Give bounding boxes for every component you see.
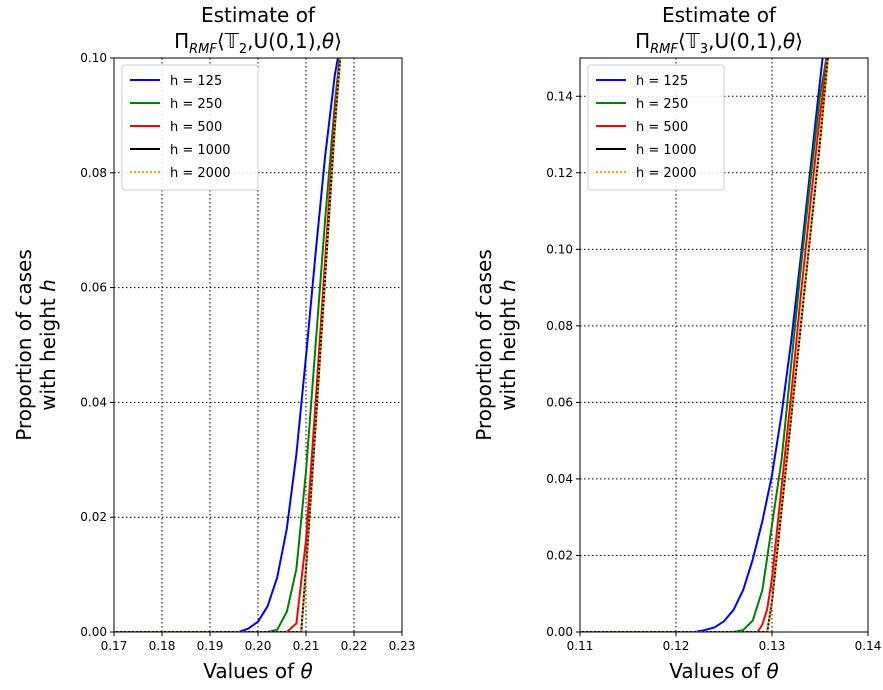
x-ticks: 0.11 0.12 0.13 0.14 — [567, 632, 882, 653]
legend-box — [121, 64, 259, 191]
x-tick-label: 0.20 — [245, 639, 272, 653]
series-line-5 — [580, 58, 829, 632]
x-axis-label: Values of θ — [669, 659, 779, 683]
x-tick-label: 0.14 — [855, 639, 882, 653]
legend: h = 125 h = 250 h = 500 h = 1000 h = 2000 — [587, 64, 725, 191]
title-distribution: ,U(0,1), — [708, 29, 783, 53]
legend-label-3: h = 500 — [636, 120, 688, 135]
x-axis-label-var: θ — [301, 659, 313, 683]
series-line-1 — [580, 58, 824, 632]
legend-label-2: h = 250 — [636, 97, 688, 112]
y-tick-label: 0.08 — [546, 319, 573, 333]
series-line-2 — [114, 58, 341, 632]
title-theta: θ — [322, 29, 334, 53]
series-line-5 — [114, 58, 342, 632]
y-tick-label: 0.12 — [546, 166, 573, 180]
y-tick-label: 0.14 — [546, 89, 573, 103]
legend-label-4: h = 1000 — [170, 143, 230, 158]
legend-label-5: h = 2000 — [170, 166, 230, 181]
y-tick-label: 0.00 — [546, 625, 573, 639]
y-axis-label-var: h — [36, 279, 60, 292]
chart-title-line1: Estimate of — [662, 3, 777, 27]
y-tick-label: 0.10 — [80, 51, 107, 65]
chart-title-line2: ΠRMF⟨𝕋3,U(0,1),θ⟩ — [635, 29, 803, 57]
y-tick-label: 0.02 — [546, 548, 573, 562]
title-tree-symbol: 𝕋 — [685, 29, 701, 53]
y-tick-label: 0.10 — [546, 242, 573, 256]
y-ticks: 0.00 0.02 0.04 0.06 0.08 0.10 — [80, 51, 114, 639]
x-tick-label: 0.18 — [149, 639, 176, 653]
series-line-1 — [114, 58, 339, 632]
x-ticks: 0.17 0.18 0.19 0.20 0.21 0.22 0.23 — [101, 632, 416, 653]
y-ticks: 0.00 0.02 0.04 0.06 0.08 0.10 0.12 0.14 — [546, 89, 580, 639]
y-tick-label: 0.04 — [546, 472, 573, 486]
legend-label-4: h = 1000 — [636, 143, 696, 158]
y-axis-label-text: with height — [36, 292, 60, 411]
plot-frame — [579, 57, 869, 633]
series-lines — [580, 58, 829, 632]
title-bracket-close: ⟩ — [795, 29, 803, 53]
x-axis-label-text: Values of — [203, 659, 300, 683]
title-tree-index: 2 — [239, 42, 247, 57]
y-axis-label-line2: with height h — [496, 279, 520, 411]
y-tick-label: 0.02 — [80, 510, 107, 524]
x-tick-label: 0.22 — [341, 639, 368, 653]
title-theta: θ — [783, 29, 795, 53]
y-tick-label: 0.08 — [80, 166, 107, 180]
x-tick-label: 0.19 — [197, 639, 224, 653]
x-axis-label: Values of θ — [203, 659, 313, 683]
x-axis-label-text: Values of — [669, 659, 766, 683]
legend-label-3: h = 500 — [170, 120, 222, 135]
legend-label-5: h = 2000 — [636, 166, 696, 181]
series-lines — [114, 58, 342, 632]
y-axis-label-line1: Proportion of cases — [12, 249, 36, 441]
title-tree-symbol: 𝕋 — [224, 29, 240, 53]
y-tick-label: 0.00 — [80, 625, 107, 639]
chart-title-line2: ΠRMF⟨𝕋2,U(0,1),θ⟩ — [174, 29, 342, 57]
title-subscript: RMF — [650, 42, 678, 57]
x-tick-label: 0.23 — [389, 639, 416, 653]
chart-title-line1: Estimate of — [201, 3, 316, 27]
series-line-3 — [580, 58, 829, 632]
title-bracket-open: ⟨ — [217, 29, 225, 53]
y-axis-label-line1: Proportion of cases — [472, 249, 496, 441]
y-axis-label-line2: with height h — [36, 279, 60, 411]
x-tick-label: 0.13 — [759, 639, 786, 653]
legend-box — [587, 64, 725, 191]
title-tree-index: 3 — [700, 42, 708, 57]
title-bracket-close: ⟩ — [334, 29, 342, 53]
title-distribution: ,U(0,1), — [247, 29, 322, 53]
y-axis-label-var: h — [496, 279, 520, 292]
y-axis-label-text: with height — [496, 292, 520, 411]
title-bracket-open: ⟨ — [678, 29, 686, 53]
legend: h = 125 h = 250 h = 500 h = 1000 h = 2000 — [121, 64, 259, 191]
x-tick-label: 0.21 — [293, 639, 320, 653]
chart-2: 0.11 0.12 0.13 0.14 0.00 0.02 0.04 0.06 0.08 0.10… — [472, 3, 881, 683]
title-pi: Π — [174, 29, 189, 53]
legend-label-1: h = 125 — [636, 74, 688, 89]
y-tick-label: 0.06 — [80, 281, 107, 295]
x-tick-label: 0.11 — [567, 639, 594, 653]
x-tick-label: 0.17 — [101, 639, 128, 653]
title-subscript: RMF — [189, 42, 217, 57]
title-pi: Π — [635, 29, 650, 53]
y-tick-label: 0.04 — [80, 395, 107, 409]
legend-label-2: h = 250 — [170, 97, 222, 112]
series-line-2 — [580, 58, 828, 632]
y-tick-label: 0.06 — [546, 395, 573, 409]
x-axis-label-var: θ — [767, 659, 779, 683]
legend-label-1: h = 125 — [170, 74, 222, 89]
x-tick-label: 0.12 — [663, 639, 690, 653]
chart-1: 0.17 0.18 0.19 0.20 0.21 0.22 0.23 0.00 0.02 0.04… — [12, 3, 415, 683]
